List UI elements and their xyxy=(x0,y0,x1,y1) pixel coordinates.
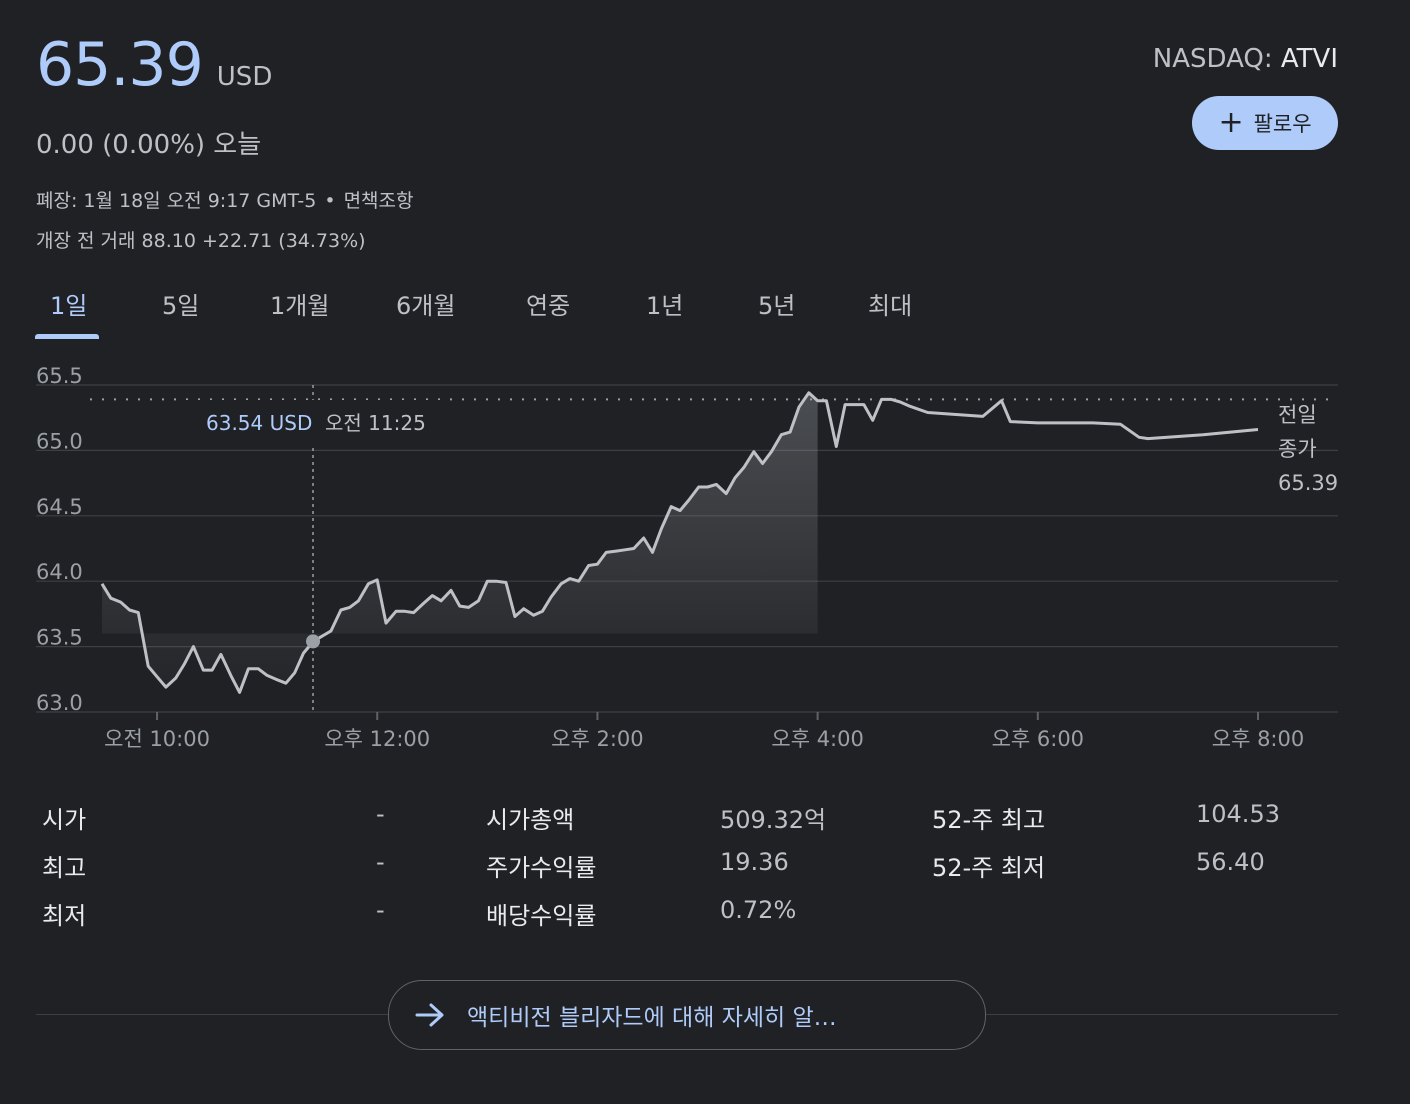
prev-close-value: 65.39 xyxy=(1278,471,1338,495)
x-tick-label: 오전 10:00 xyxy=(104,727,210,751)
separator-dot: • xyxy=(324,190,336,212)
stat-value-52w-low: 56.40 xyxy=(1196,848,1265,876)
x-tick-label: 오후 8:00 xyxy=(1212,727,1304,751)
x-tick-label: 오후 6:00 xyxy=(992,727,1084,751)
stat-value-low: - xyxy=(376,896,385,924)
stat-label-high: 최고 xyxy=(42,854,87,882)
stat-label-open: 시가 xyxy=(42,806,87,834)
stat-value-market-cap: 509.32억 xyxy=(720,806,827,834)
price-chart[interactable]: 65.5 65.0 64.5 64.0 63.5 63.0 오전 10:00 오후 12:0… xyxy=(0,360,1410,760)
prev-close-label-line1: 전일 xyxy=(1278,403,1317,427)
hover-point xyxy=(306,634,321,649)
y-tick-label: 65.0 xyxy=(36,429,83,453)
area-fill xyxy=(102,392,818,693)
tooltip-time: 오전 11:25 xyxy=(325,411,426,435)
active-tab-indicator xyxy=(35,334,99,339)
previous-close-label: 전일 종가 65.39 xyxy=(1278,403,1338,495)
stat-label-pe-ratio: 주가수익률 xyxy=(486,854,597,882)
exchange-name: NASDAQ: xyxy=(1152,44,1273,74)
price-value: 65.39 xyxy=(36,30,204,100)
stat-label-52w-low: 52-주 최저 xyxy=(932,854,1046,882)
follow-button[interactable]: + 팔로우 xyxy=(1192,96,1338,150)
current-price: 65.39 USD xyxy=(36,30,272,100)
tab-5y[interactable]: 5년 xyxy=(758,292,796,320)
stat-value-pe-ratio: 19.36 xyxy=(720,848,789,876)
stat-value-open: - xyxy=(376,800,385,828)
learn-more-label: 액티비전 블리자드에 대해 자세히 알… xyxy=(467,1005,837,1031)
y-tick-label: 63.5 xyxy=(36,626,83,650)
stat-value-dividend-yield: 0.72% xyxy=(720,896,797,924)
y-tick-label: 64.5 xyxy=(36,495,83,519)
closed-time: 폐장: 1월 18일 오전 9:17 GMT-5 xyxy=(36,190,317,212)
follow-label: 팔로우 xyxy=(1253,112,1312,136)
arrow-right-icon xyxy=(415,1003,449,1027)
y-tick-label: 65.5 xyxy=(36,364,83,388)
price-change: 0.00 (0.00%) 오늘 xyxy=(36,130,262,160)
stat-row: 최저 - 배당수익률 0.72% xyxy=(36,896,1336,936)
tab-1y[interactable]: 1년 xyxy=(646,292,684,320)
tab-5d[interactable]: 5일 xyxy=(162,292,200,320)
tab-max[interactable]: 최대 xyxy=(868,292,913,320)
disclaimer-link[interactable]: 면책조항 xyxy=(343,190,414,212)
y-tick-label: 63.0 xyxy=(36,691,83,715)
tab-1d[interactable]: 1일 xyxy=(50,292,88,320)
y-tick-label: 64.0 xyxy=(36,560,83,584)
market-closed-info: 폐장: 1월 18일 오전 9:17 GMT-5 • 면책조항 xyxy=(36,186,413,213)
ticker-symbol: NASDAQ: ATVI xyxy=(1153,44,1338,74)
stat-label-low: 최저 xyxy=(42,902,87,930)
stat-row: 시가 - 시가총액 509.32억 52-주 최고 104.53 xyxy=(36,800,1336,840)
price-currency: USD xyxy=(216,62,273,92)
stat-label-market-cap: 시가총액 xyxy=(486,806,575,834)
premarket-info: 개장 전 거래 88.10 +22.71 (34.73%) xyxy=(36,230,366,252)
stat-label-52w-high: 52-주 최고 xyxy=(932,806,1046,834)
x-tick-label: 오후 4:00 xyxy=(771,727,863,751)
tab-1m[interactable]: 1개월 xyxy=(270,292,330,320)
symbol-name: ATVI xyxy=(1280,44,1338,74)
stat-value-52w-high: 104.53 xyxy=(1196,800,1280,828)
hover-tooltip: 63.54 USD 오전 11:25 xyxy=(180,400,448,446)
learn-more-button[interactable]: 액티비전 블리자드에 대해 자세히 알… xyxy=(388,980,986,1050)
stat-row: 최고 - 주가수익률 19.36 52-주 최저 56.40 xyxy=(36,848,1336,888)
x-tick-label: 오후 12:00 xyxy=(324,727,430,751)
stat-value-high: - xyxy=(376,848,385,876)
tab-ytd[interactable]: 연중 xyxy=(526,292,571,320)
tooltip-price: 63.54 USD xyxy=(206,411,312,435)
stat-label-dividend-yield: 배당수익률 xyxy=(486,902,597,930)
prev-close-label-line2: 종가 xyxy=(1278,437,1317,461)
plus-icon: + xyxy=(1218,105,1244,140)
price-line xyxy=(100,391,1259,694)
x-tick-label: 오후 2:00 xyxy=(551,727,643,751)
tab-6m[interactable]: 6개월 xyxy=(396,292,456,320)
